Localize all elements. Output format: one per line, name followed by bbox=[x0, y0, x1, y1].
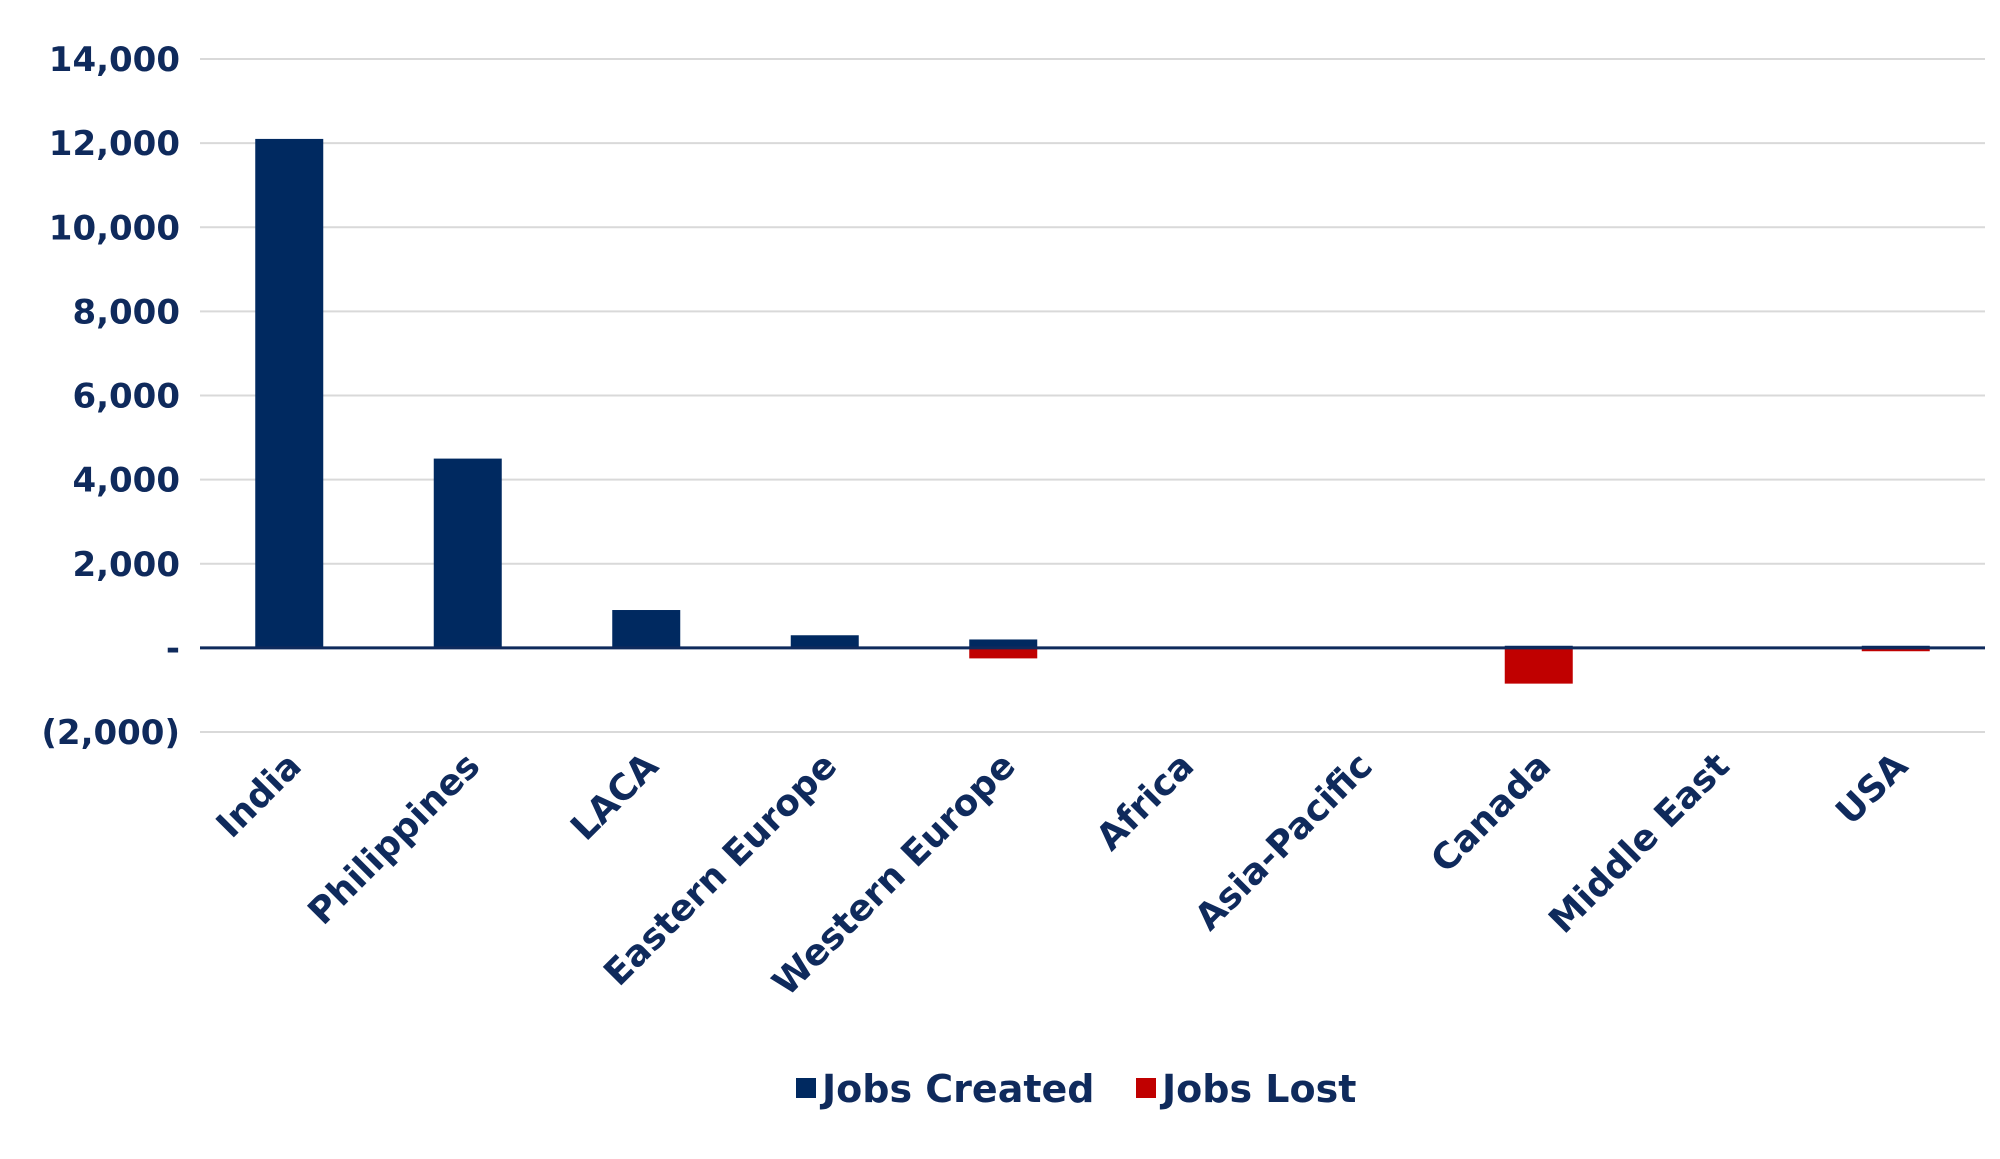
y-tick-label: 4,000 bbox=[72, 461, 180, 501]
x-category-label: Middle East bbox=[1541, 745, 1737, 941]
bar-jobs-created bbox=[433, 458, 502, 648]
legend: Jobs Created Jobs Lost bbox=[796, 1067, 1356, 1111]
x-category-label: LACA bbox=[563, 745, 666, 848]
bar-jobs-lost bbox=[1504, 647, 1573, 684]
bar-jobs-created bbox=[790, 635, 859, 648]
y-tick-label: 12,000 bbox=[49, 124, 180, 164]
y-tick-label: 8,000 bbox=[72, 292, 180, 332]
bar-jobs-created bbox=[612, 610, 681, 648]
y-tick-label: 6,000 bbox=[72, 377, 180, 417]
bar-jobs-lost bbox=[1861, 647, 1930, 652]
x-category-label: Africa bbox=[1089, 745, 1202, 858]
legend-label-jobs-created: Jobs Created bbox=[819, 1067, 1094, 1111]
bar-jobs-lost bbox=[969, 647, 1038, 659]
y-tick-label: (2,000) bbox=[41, 713, 180, 753]
bars bbox=[255, 138, 1930, 684]
y-tick-label: - bbox=[166, 629, 180, 669]
legend-swatch-jobs-created bbox=[796, 1078, 816, 1098]
y-tick-label: 10,000 bbox=[49, 208, 180, 248]
x-category-label: Asia-Pacific bbox=[1187, 745, 1380, 938]
y-tick-label: 14,000 bbox=[49, 40, 180, 80]
x-category-label: USA bbox=[1828, 745, 1916, 833]
bar-jobs-created bbox=[255, 138, 324, 648]
legend-label-jobs-lost: Jobs Lost bbox=[1159, 1067, 1356, 1111]
x-category-label: Philippines bbox=[300, 745, 488, 933]
x-category-label: India bbox=[209, 745, 310, 846]
legend-swatch-jobs-lost bbox=[1136, 1078, 1156, 1098]
bar-jobs-created bbox=[969, 639, 1038, 648]
y-axis-tick-labels: 14,000 12,000 10,000 8,000 6,000 4,000 2,000 - (… bbox=[41, 40, 180, 753]
y-tick-label: 2,000 bbox=[72, 545, 180, 585]
x-category-label: Canada bbox=[1424, 745, 1560, 881]
